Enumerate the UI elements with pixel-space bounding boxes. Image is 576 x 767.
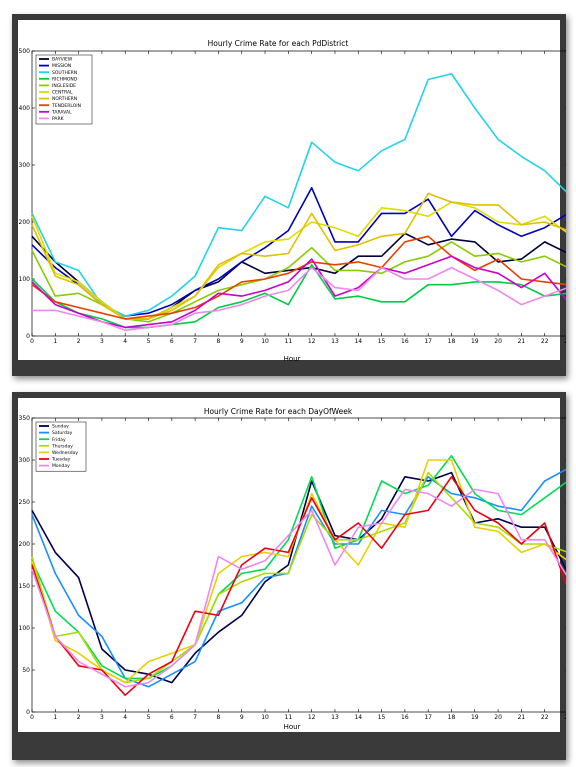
- x-tick-label: 5: [147, 338, 151, 345]
- x-tick-label: 4: [123, 338, 127, 345]
- legend-entry: Saturday: [52, 430, 73, 436]
- x-tick-label: 7: [193, 714, 197, 721]
- plot-area: [31, 50, 566, 337]
- x-tick-label: 17: [424, 714, 432, 721]
- x-tick-label: 3: [100, 338, 104, 345]
- series-line-monday: [31, 488, 566, 688]
- x-tick-label: 6: [170, 714, 174, 721]
- y-tick-label: 200: [19, 541, 31, 548]
- legend-entry: Friday: [52, 437, 66, 443]
- x-tick-label: 13: [331, 714, 339, 721]
- y-tick-label: 200: [19, 219, 31, 226]
- x-tick-label: 10: [261, 338, 269, 345]
- x-tick-label: 19: [471, 714, 479, 721]
- legend-entry: TARAVAL: [51, 109, 72, 115]
- x-tick-label: 18: [448, 714, 456, 721]
- y-tick-label: 300: [19, 457, 31, 464]
- legend-entry: Thursday: [51, 443, 73, 449]
- legend-entry: SOUTHERN: [52, 70, 77, 76]
- x-tick-label: 16: [401, 714, 409, 721]
- y-tick-label: 250: [19, 499, 31, 506]
- series-line-tuesday: [31, 476, 566, 697]
- x-tick-label: 10: [261, 714, 269, 721]
- y-tick-label: 400: [19, 105, 31, 112]
- x-tick-label: 8: [217, 714, 221, 721]
- legend-entry: Wednesday: [52, 450, 78, 456]
- legend-entry: TENDERLOIN: [51, 103, 81, 109]
- y-tick-label: 150: [19, 583, 31, 590]
- x-tick-label: 22: [541, 338, 549, 345]
- x-tick-label: 19: [471, 338, 479, 345]
- x-tick-label: 9: [240, 338, 244, 345]
- x-tick-label: 17: [424, 338, 432, 345]
- x-tick-label: 2: [77, 338, 81, 345]
- series-line-park: [32, 266, 566, 332]
- x-tick-label: 11: [285, 338, 293, 345]
- y-tick-label: 50: [22, 667, 30, 674]
- x-axis-label: Hour: [284, 355, 301, 363]
- legend-entry: INGLESIDE: [52, 83, 76, 89]
- x-tick-label: 21: [518, 338, 526, 345]
- y-tick-label: 350: [19, 415, 31, 422]
- x-tick-label: 4: [123, 714, 127, 721]
- figure-background: [18, 20, 560, 360]
- x-tick-label: 5: [147, 714, 151, 721]
- legend-entry: CENTRAL: [52, 90, 73, 96]
- x-tick-label: 1: [53, 338, 57, 345]
- x-tick-label: 20: [494, 714, 502, 721]
- x-tick-label: 14: [354, 714, 362, 721]
- x-tick-label: 14: [354, 338, 362, 345]
- legend-entry: BAYVIEW: [52, 57, 73, 63]
- x-tick-label: 22: [541, 714, 549, 721]
- chart-title: Hourly Crime Rate for each PdDistrict: [208, 39, 349, 48]
- x-tick-label: 15: [378, 714, 386, 721]
- chart-title: Hourly Crime Rate for each DayOfWeek: [204, 407, 353, 416]
- x-tick-label: 12: [308, 338, 316, 345]
- x-tick-label: 0: [30, 338, 34, 345]
- x-tick-label: 18: [448, 338, 456, 345]
- x-tick-label: 2: [77, 714, 81, 721]
- y-tick-label: 100: [19, 276, 31, 283]
- x-tick-label: 8: [217, 338, 221, 345]
- legend-entry: MISSION: [52, 63, 71, 69]
- x-tick-label: 11: [285, 714, 293, 721]
- series-line-southern: [31, 72, 566, 317]
- legend-entry: Tuesday: [51, 457, 71, 463]
- x-tick-label: 1: [53, 714, 57, 721]
- y-tick-label: 0: [26, 333, 30, 340]
- x-tick-label: 15: [378, 338, 386, 345]
- legend-entry: RICHMOND: [52, 76, 78, 82]
- x-tick-label: 23: [564, 338, 566, 345]
- legend-entry: PARK: [52, 116, 65, 122]
- y-tick-label: 300: [19, 162, 31, 169]
- series-line-northern: [31, 192, 566, 320]
- x-tick-label: 21: [518, 714, 526, 721]
- x-tick-label: 23: [564, 714, 566, 721]
- x-tick-label: 13: [331, 338, 339, 345]
- chart-panel-pd-district: Hourly Crime Rate for each PdDistrict 0 1…: [12, 14, 566, 376]
- series-line-saturday: [31, 468, 566, 688]
- series-line-friday: [31, 454, 566, 680]
- y-tick-label: 0: [26, 709, 30, 716]
- x-tick-label: 3: [100, 714, 104, 721]
- x-tick-label: 12: [308, 714, 316, 721]
- x-axis-label: Hour: [284, 723, 301, 731]
- legend-entry: NORTHERN: [52, 96, 77, 102]
- chart-dayofweek-svg: Hourly Crime Rate for each DayOfWeek 050…: [18, 398, 566, 732]
- x-tick-label: 16: [401, 338, 409, 345]
- legend-entry: Sunday: [52, 424, 69, 430]
- chart-district-svg: Hourly Crime Rate for each PdDistrict 0 1…: [18, 20, 566, 363]
- x-tick-label: 9: [240, 714, 244, 721]
- chart-panel-day-of-week: Hourly Crime Rate for each DayOfWeek 0 50…: [12, 392, 566, 760]
- legend-entry: Monday: [52, 463, 70, 469]
- x-tick-label: 7: [193, 338, 197, 345]
- x-tick-label: 20: [494, 338, 502, 345]
- series-line-taraval: [31, 255, 566, 329]
- y-tick-label: 500: [19, 48, 31, 55]
- x-tick-label: 6: [170, 338, 174, 345]
- x-tick-label: 0: [30, 714, 34, 721]
- y-tick-label: 100: [19, 625, 31, 632]
